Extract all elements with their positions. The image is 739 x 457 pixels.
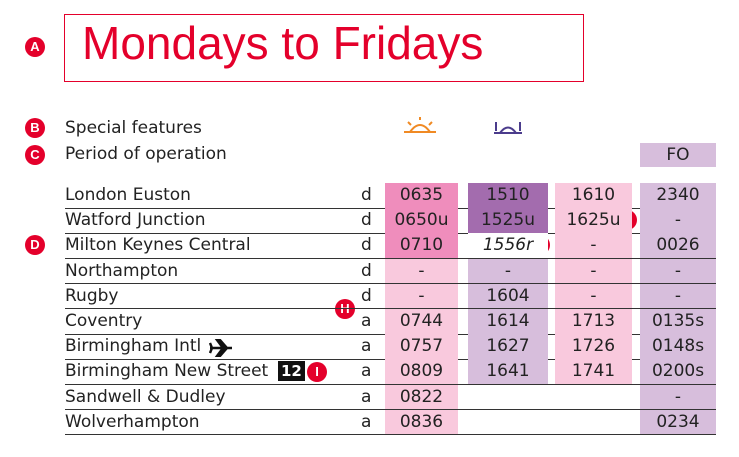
- time-cell: 1556r: [468, 233, 548, 259]
- station-name: Coventry: [65, 311, 143, 331]
- arr-dep: a: [361, 411, 372, 432]
- station-name: Birmingham Intl: [65, 336, 202, 357]
- time-cell: 0200s: [640, 359, 716, 385]
- station-name: Birmingham New Street: [65, 361, 269, 382]
- time-cell: 0757: [385, 334, 458, 360]
- marker: B: [25, 118, 45, 138]
- features-label: Special features: [65, 118, 202, 138]
- first-class-icon: [404, 117, 436, 133]
- period-cell: FO: [640, 143, 716, 167]
- time-cell: 0836: [385, 409, 458, 435]
- time-cell: 1610: [555, 183, 632, 208]
- time-cell: 0744: [385, 309, 458, 334]
- period-label: Period of operation: [65, 144, 227, 164]
- marker: D: [25, 235, 45, 255]
- time-cell: 1625u: [555, 208, 632, 234]
- station-name: Wolverhampton: [65, 411, 200, 432]
- arr-dep: d: [361, 260, 372, 281]
- marker: C: [25, 145, 45, 165]
- time-cell: 1510: [468, 183, 548, 208]
- time-cell: 1713: [555, 309, 632, 334]
- arr-dep: d: [361, 235, 372, 256]
- station-name: London Euston: [65, 185, 191, 205]
- marker: A: [25, 37, 45, 57]
- time-cell: 1641: [468, 359, 548, 385]
- row-rule: [65, 383, 716, 385]
- row-rule: [65, 232, 716, 234]
- arr-dep: d: [361, 185, 372, 205]
- time-cell: -: [385, 258, 458, 284]
- arr-dep: a: [361, 311, 372, 331]
- time-cell: 1614: [468, 309, 548, 334]
- time-cell: 1726: [555, 334, 632, 360]
- time-cell: 1604: [468, 283, 548, 309]
- time-cell: 1525u: [468, 208, 548, 234]
- row-rule: [65, 434, 716, 436]
- time-cell: -: [555, 283, 632, 309]
- arr-dep: a: [361, 336, 372, 357]
- title: Mondays to Fridays: [82, 17, 484, 69]
- row-rule: [65, 207, 716, 209]
- station-name: Watford Junction: [65, 210, 206, 231]
- marker: I: [307, 362, 327, 382]
- time-cell: 0026: [640, 233, 716, 259]
- row-rule: [65, 283, 716, 285]
- time-cell: 1627: [468, 334, 548, 360]
- time-cell: -: [468, 258, 548, 284]
- time-cell: 2340: [640, 183, 716, 208]
- time-cell: 0650u: [385, 208, 458, 234]
- row-rule: [65, 257, 716, 259]
- station-name: Sandwell & Dudley: [65, 386, 226, 407]
- time-cell: 0234: [640, 409, 716, 435]
- arr-dep: d: [361, 285, 372, 306]
- time-cell: 0710: [385, 233, 458, 259]
- time-cell: -: [385, 283, 458, 309]
- time-cell: -: [640, 258, 716, 284]
- time-cell: 0135s: [640, 309, 716, 334]
- time-cell: 1741: [555, 359, 632, 385]
- row-rule: [65, 409, 716, 411]
- row-rule: [65, 308, 716, 310]
- station-name: Rugby: [65, 285, 119, 306]
- title-box: [64, 14, 584, 82]
- time-cell: -: [640, 384, 716, 410]
- time-cell: 0809: [385, 359, 458, 385]
- time-cell: -: [555, 233, 632, 259]
- arr-dep: a: [361, 361, 372, 382]
- time-cell: 0148s: [640, 334, 716, 360]
- time-cell: -: [640, 283, 716, 309]
- arr-dep: a: [361, 386, 372, 407]
- row-rule: [65, 358, 716, 360]
- time-cell: 0635: [385, 183, 458, 208]
- row-rule: [65, 333, 716, 335]
- time-cell: 0822: [385, 384, 458, 410]
- time-cell: -: [640, 208, 716, 234]
- airport-icon: [209, 339, 232, 357]
- platform-number: 12: [278, 361, 305, 382]
- time-cell: -: [555, 258, 632, 284]
- arr-dep: d: [361, 210, 372, 231]
- station-name: Northampton: [65, 260, 179, 281]
- station-name: Milton Keynes Central: [65, 235, 251, 256]
- restaurant-icon: [494, 122, 522, 134]
